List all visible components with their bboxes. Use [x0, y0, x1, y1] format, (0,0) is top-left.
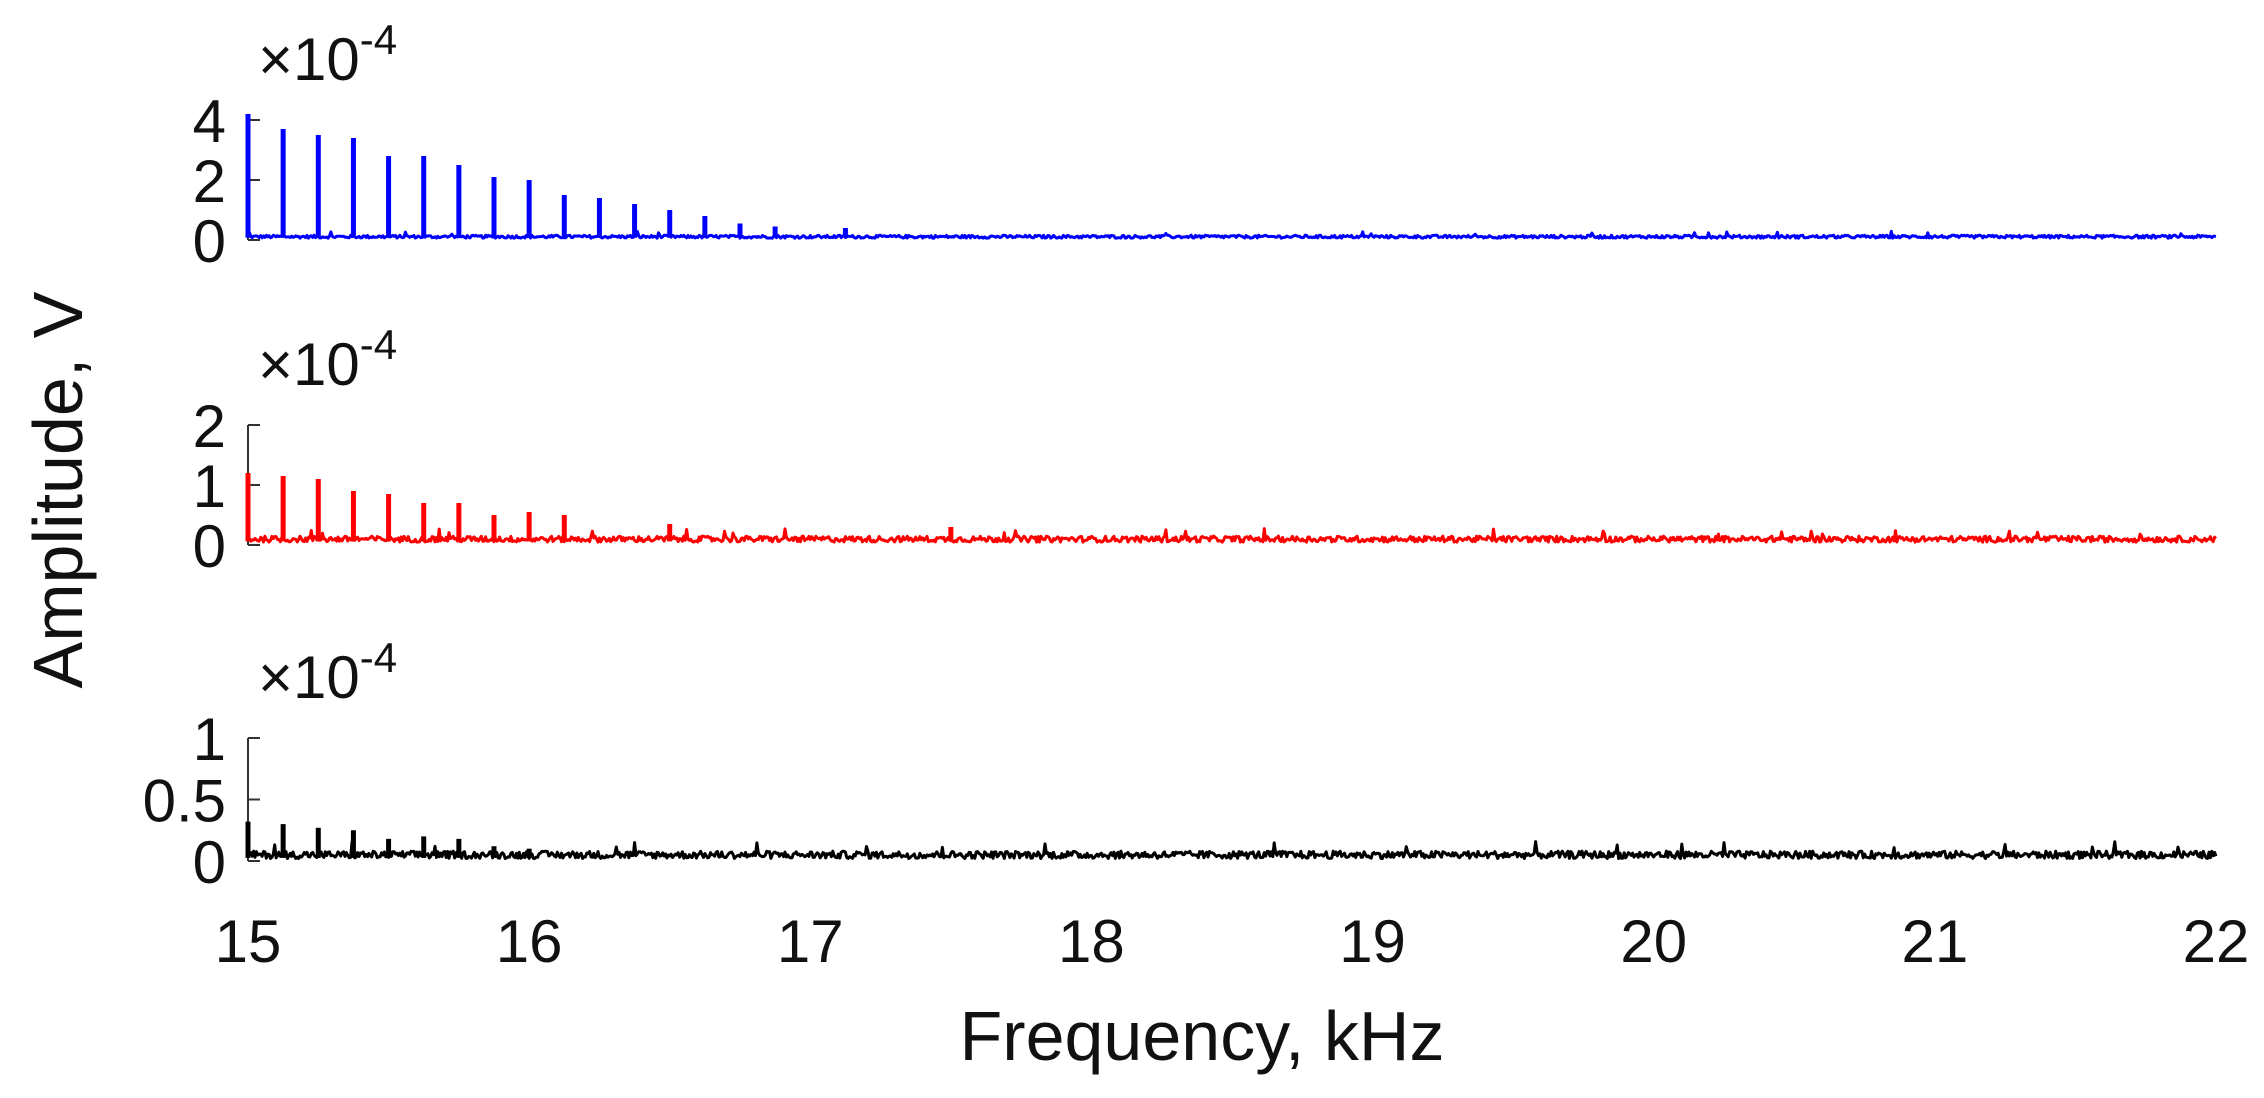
- exponent-power: -4: [360, 321, 397, 368]
- x-tick-label: 16: [496, 908, 563, 975]
- y-tick-label: 1: [193, 453, 226, 520]
- subplot-2: 012 ×10-4: [193, 321, 2218, 580]
- series-trace-2: [247, 527, 2218, 544]
- exponent-power: -4: [360, 634, 397, 681]
- y-tick-label: 0.5: [143, 768, 226, 835]
- x-tick-label: 15: [215, 908, 282, 975]
- x-tick-label: 17: [777, 908, 844, 975]
- x-tick-label: 20: [1620, 908, 1687, 975]
- y-tick-label: 0: [193, 513, 226, 580]
- x-axis-label: Frequency, kHz: [960, 997, 1445, 1075]
- y-tick-label: 2: [193, 393, 226, 460]
- y-tick-label: 4: [193, 88, 226, 155]
- x-tick-label: 22: [2183, 908, 2250, 975]
- x-tick-label: 19: [1339, 908, 1406, 975]
- exponent-label-3: ×10-4: [258, 634, 397, 711]
- series-trace-3: [246, 840, 2218, 860]
- exponent-label-1: ×10-4: [258, 16, 397, 93]
- y-axis-label: Amplitude, V: [19, 291, 97, 688]
- series-trace-1: [246, 229, 2217, 240]
- x-tick-label: 18: [1058, 908, 1125, 975]
- exponent-base: ×10: [258, 644, 360, 711]
- y-tick-label: 1: [193, 706, 226, 773]
- subplot-3: 00.51 ×10-4: [143, 634, 2218, 896]
- exponent-power: -4: [360, 16, 397, 63]
- x-axis: 15 16 17 18 19 20 21 22: [215, 908, 2250, 975]
- y-tick-label: 2: [193, 148, 226, 215]
- y-tick-label: 0: [193, 829, 226, 896]
- y-tick-label: 0: [193, 208, 226, 275]
- subplot-1: 024 ×10-4: [193, 16, 2217, 275]
- x-tick-label: 21: [1901, 908, 1968, 975]
- exponent-label-2: ×10-4: [258, 321, 397, 398]
- exponent-base: ×10: [258, 331, 360, 398]
- exponent-base: ×10: [258, 26, 360, 93]
